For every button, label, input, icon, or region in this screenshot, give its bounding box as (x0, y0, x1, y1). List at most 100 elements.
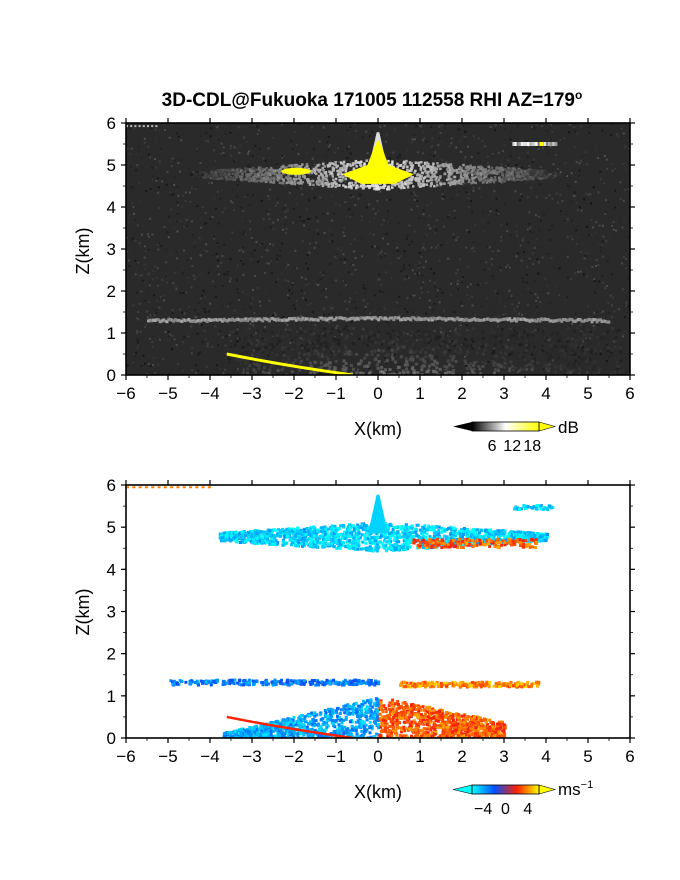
thin-layer-pixel (488, 317, 492, 321)
reflectivity-noise-pixel (360, 219, 363, 222)
cloud-layer-pixel (399, 182, 402, 185)
reflectivity-noise-pixel (624, 188, 627, 191)
reflectivity-noise-pixel (354, 268, 357, 271)
reflectivity-noise-pixel (353, 353, 356, 356)
boundary-layer-pixel (293, 358, 297, 362)
boundary-layer-pixel (299, 331, 303, 335)
reflectivity-noise-pixel (298, 216, 301, 219)
reflectivity-noise-pixel (418, 261, 421, 264)
cloud-layer-pixel (334, 163, 337, 167)
reflectivity-noise-pixel (267, 147, 270, 150)
reflectivity-noise-pixel (461, 304, 464, 307)
reflectivity-noise-pixel (344, 300, 347, 303)
reflectivity-noise-pixel (353, 301, 356, 304)
boundary-layer-pixel (521, 356, 525, 360)
reflectivity-noise-pixel (191, 369, 194, 372)
cloud-layer-pixel (298, 182, 301, 185)
reflectivity-noise-pixel (467, 311, 470, 314)
reflectivity-noise-pixel (424, 248, 427, 251)
reflectivity-noise-pixel (236, 337, 239, 340)
reflectivity-noise-pixel (151, 340, 154, 343)
cloud-layer-pixel (489, 180, 492, 184)
boundary-layer-pixel (346, 341, 350, 345)
boundary-layer-pixel (474, 334, 478, 338)
boundary-layer-pixel (525, 367, 529, 371)
reflectivity-noise-pixel (320, 290, 323, 293)
reflectivity-noise-pixel (496, 269, 499, 272)
cloud-layer-pixel (269, 173, 272, 177)
boundary-layer-pixel (490, 327, 494, 331)
cloud-layer-pixel (523, 177, 527, 181)
reflectivity-noise-pixel (571, 323, 574, 326)
thin-layer-pixel (311, 318, 315, 322)
reflectivity-noise-pixel (612, 150, 615, 153)
reflectivity-noise-pixel (388, 222, 391, 225)
boundary-layer-pixel (346, 344, 350, 348)
reflectivity-noise-pixel (204, 230, 207, 233)
reflectivity-noise-pixel (585, 225, 588, 228)
reflectivity-noise-pixel (554, 158, 557, 161)
reflectivity-noise-pixel (144, 250, 147, 253)
boundary-layer-pixel (459, 333, 463, 337)
thin-layer-pixel (375, 317, 379, 321)
thin-layer-pixel (378, 316, 382, 320)
reflectivity-noise-pixel (344, 181, 347, 184)
reflectivity-noise-pixel (176, 212, 179, 215)
boundary-layer-pixel (260, 342, 264, 346)
reflectivity-noise-pixel (148, 363, 151, 366)
reflectivity-noise-pixel (514, 190, 517, 193)
boundary-layer-pixel (409, 347, 413, 351)
boundary-layer-pixel (613, 370, 617, 374)
reflectivity-noise-pixel (534, 322, 537, 325)
cloud-layer-pixel (287, 176, 290, 179)
reflectivity-noise-pixel (299, 314, 302, 317)
reflectivity-noise-pixel (614, 189, 617, 192)
reflectivity-noise-pixel (287, 297, 290, 300)
reflectivity-noise-pixel (371, 130, 374, 133)
cloud-layer-pixel (493, 176, 497, 179)
boundary-layer-pixel (365, 353, 369, 357)
boundary-layer-pixel (472, 361, 476, 365)
reflectivity-noise-pixel (471, 304, 474, 307)
reflectivity-noise-pixel (610, 123, 613, 126)
cloud-layer-velocity-pixel (296, 538, 300, 542)
boundary-layer-pixel (481, 364, 485, 368)
reflectivity-noise-pixel (181, 194, 184, 197)
reflectivity-noise-pixel (472, 246, 475, 249)
reflectivity-noise-pixel (494, 239, 497, 242)
reflectivity-noise-pixel (329, 230, 332, 233)
boundary-layer-pixel (515, 331, 519, 335)
boundary-layer-pixel (338, 326, 342, 330)
thin-layer-pixel (459, 317, 463, 321)
reflectivity-noise-pixel (250, 302, 253, 305)
boundary-layer-pixel (281, 347, 285, 351)
cloud-layer-pixel (368, 184, 372, 188)
reflectivity-xtick-label: 2 (457, 384, 466, 403)
reflectivity-noise-pixel (242, 346, 245, 349)
boundary-layer-pixel (508, 348, 512, 352)
boundary-layer-pixel (414, 349, 418, 353)
boundary-layer-pixel (265, 327, 269, 331)
reflectivity-noise-pixel (272, 136, 275, 139)
reflectivity-noise-pixel (413, 138, 416, 141)
reflectivity-noise-pixel (361, 136, 364, 139)
reflectivity-noise-pixel (558, 267, 561, 270)
reflectivity-noise-pixel (147, 273, 150, 276)
cloud-layer-pixel (510, 178, 514, 181)
boundary-layer-pixel (600, 342, 604, 346)
reflectivity-noise-pixel (295, 202, 298, 205)
cloud-layer-pixel (505, 174, 508, 177)
reflectivity-noise-pixel (251, 297, 254, 300)
cloud-layer-pixel (425, 183, 429, 186)
cloud-layer-pixel (290, 178, 293, 182)
reflectivity-noise-pixel (187, 222, 190, 225)
reflectivity-noise-pixel (177, 316, 180, 319)
reflectivity-noise-pixel (140, 290, 143, 293)
boundary-layer-pixel (257, 347, 261, 351)
cloud-layer-pixel (541, 175, 545, 178)
isolated-echo-pixel (531, 142, 535, 146)
reflectivity-noise-pixel (152, 356, 155, 359)
reflectivity-noise-pixel (257, 153, 260, 156)
boundary-layer-pixel (325, 345, 329, 349)
reflectivity-noise-pixel (466, 181, 469, 184)
